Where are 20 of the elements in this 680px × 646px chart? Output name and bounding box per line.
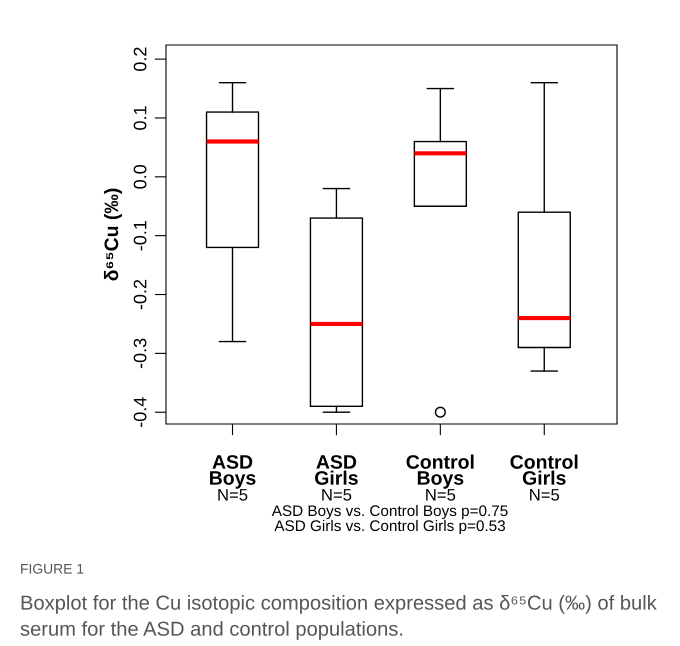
y-tick-label: -0.3 (134, 338, 146, 368)
y-tick-label: 0.1 (134, 106, 146, 130)
y-tick-label: -0.2 (134, 280, 146, 310)
text: ASD Boys vs. Control Boys p=0.75 (272, 504, 508, 520)
y-tick-label: -0.1 (134, 221, 146, 250)
text: ASD Girls vs. Control Girls p=0.53 (274, 520, 506, 534)
x-tick-label: ASD Girls (315, 455, 358, 485)
y-tick-label: 0.0 (134, 164, 146, 189)
text: N=5 (530, 489, 560, 501)
x-tick-label: Control Girls (510, 454, 578, 485)
text: N=5 (218, 489, 248, 501)
text: N=5 (426, 489, 456, 501)
text: N=5 (322, 489, 352, 501)
text: Boxplot for the Cu isotopic composition expressed as δ⁶⁵Cu (‰) of bulk serum for the ASD and control populations. (20, 595, 657, 640)
y-axis-title: δ⁶⁵Cu (‰) (104, 188, 122, 280)
y-tick-label: 0.2 (134, 47, 146, 71)
x-tick-label: ASD Boys (210, 455, 256, 489)
y-tick-label: -0.4 (134, 397, 146, 427)
caption: FIGURE 1 (21, 564, 84, 574)
x-tick-label: Control Boys (406, 454, 474, 489)
